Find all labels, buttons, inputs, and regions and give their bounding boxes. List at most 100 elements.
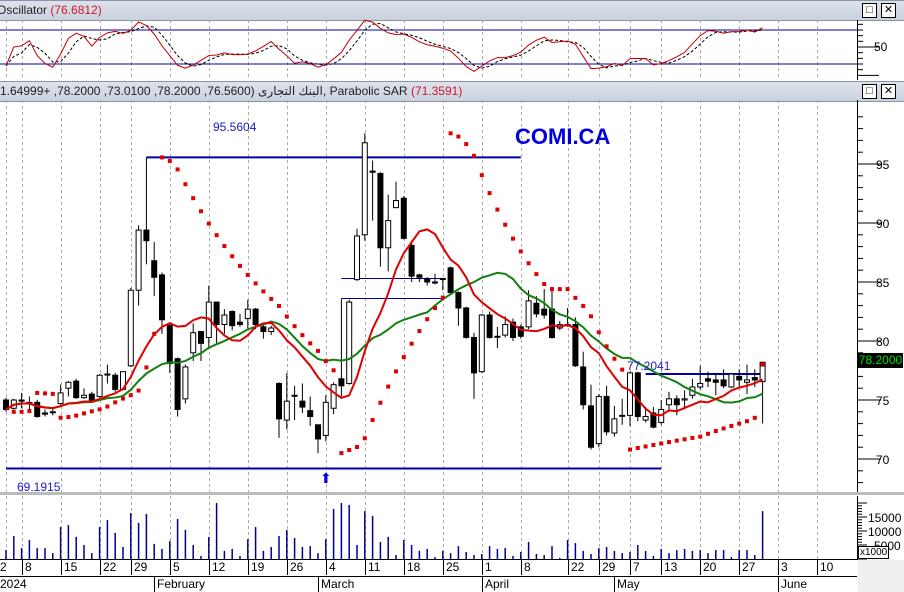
candle [588,384,594,450]
candle-body-down [712,379,719,383]
candle [369,160,376,221]
date-tick-label: 2 [0,560,7,575]
candle-body-up [666,398,672,406]
price-tick-label: 95 [876,158,890,172]
candle-body-down [174,358,181,410]
candle [447,266,454,294]
volume-bars [5,503,764,559]
date-tick-label: 22 [100,560,116,575]
oscillator-panel-header: Oscillator (76.6812) □ ✕ [0,0,904,21]
candle-body-down [533,302,540,315]
sar-dot [425,317,430,322]
date-tick-label: 1 [482,560,492,575]
date-tick-label: 3 [778,560,788,575]
candle [81,388,87,399]
candle [330,382,337,415]
sar-dot [526,261,531,266]
sar-dot [27,409,32,414]
close-button[interactable]: ✕ [881,84,896,99]
candle [190,323,197,362]
sar-dot [760,362,765,367]
candle [759,361,766,424]
candle [354,228,360,281]
candle-body-down [486,314,493,338]
maximize-icon: □ [866,4,873,16]
sar-dot [222,244,227,249]
sar-value: (71.3591) [410,84,463,98]
candle-body-up [642,416,649,421]
candle [18,392,25,409]
candle [650,407,657,429]
sar-dot [581,303,586,308]
sar-dot [503,222,508,227]
date-tick-label: 22 [568,560,584,575]
candle [166,324,173,373]
sar-dot [667,440,671,445]
close-button[interactable]: ✕ [881,3,896,18]
date-tick-label: 8 [521,560,531,575]
sar-dot [565,287,570,292]
candle [455,291,462,326]
candle-body-up [49,411,56,414]
ohlc-readout: (76.5600, 78.2000, 73.0100, 78.2000, +1.… [0,84,255,98]
candle [408,240,415,282]
candle-body-down [580,366,587,406]
date-axis-days: 2 8 15 22 29 5 12 19 26 4 11 18 25 1 8 22 29 7 13 20 27 3 10 [0,560,857,577]
candle [712,372,719,396]
candle-body-down [572,323,579,367]
volume-multiplier: x1000 [858,546,890,559]
candle-body-up [65,381,72,389]
sar-dot [175,167,180,172]
candle-body-down [541,308,548,316]
candle [338,298,345,397]
sar-dot [269,296,274,301]
candle-body-up [595,395,602,445]
sar-dot [113,400,118,405]
sar-dot [518,249,523,254]
candle-body-down [338,378,345,387]
sar-dot [752,415,757,420]
sar-dot [152,331,157,336]
candle-body-down [603,395,610,433]
sar-dot [245,272,250,277]
candle [424,277,431,286]
sar-dot [105,404,110,409]
moving-averages [5,228,764,417]
candle [603,385,610,436]
candle [57,384,64,406]
price-tick-label: 75 [876,394,890,408]
candle [322,395,329,442]
oscillator-value: (76.6812) [50,3,102,17]
date-tick-label: 27 [739,560,755,575]
candle [198,331,204,362]
maximize-button[interactable]: □ [862,84,877,99]
candle-body-up [81,394,87,399]
candle [611,405,618,437]
candle-body-down [229,311,236,327]
candle-body-down [720,379,727,387]
candle [104,364,111,384]
maximize-button[interactable]: □ [862,3,877,18]
sar-dot [479,173,484,178]
candle-body-down [307,410,314,418]
candle [127,287,134,367]
oscillator-title: Oscillator [0,3,48,17]
candle-body-up [330,384,337,409]
candle-body-up [322,401,329,436]
candle-body-down [276,382,282,420]
sar-dot [136,388,141,393]
sar-dot [589,314,593,319]
symbol-label: COMI.CA [515,124,611,149]
candle-body-up [127,289,134,367]
candle-body-up [354,235,360,281]
date-tick-label: 5 [170,560,180,575]
date-tick-label: 19 [248,560,264,575]
sar-dot [550,287,554,292]
date-tick-label: 8 [22,560,32,575]
sar-dot [167,158,172,163]
candle-body-up [182,366,189,400]
candle [34,400,41,418]
oscillator-plot [0,19,857,73]
candle [673,395,680,416]
